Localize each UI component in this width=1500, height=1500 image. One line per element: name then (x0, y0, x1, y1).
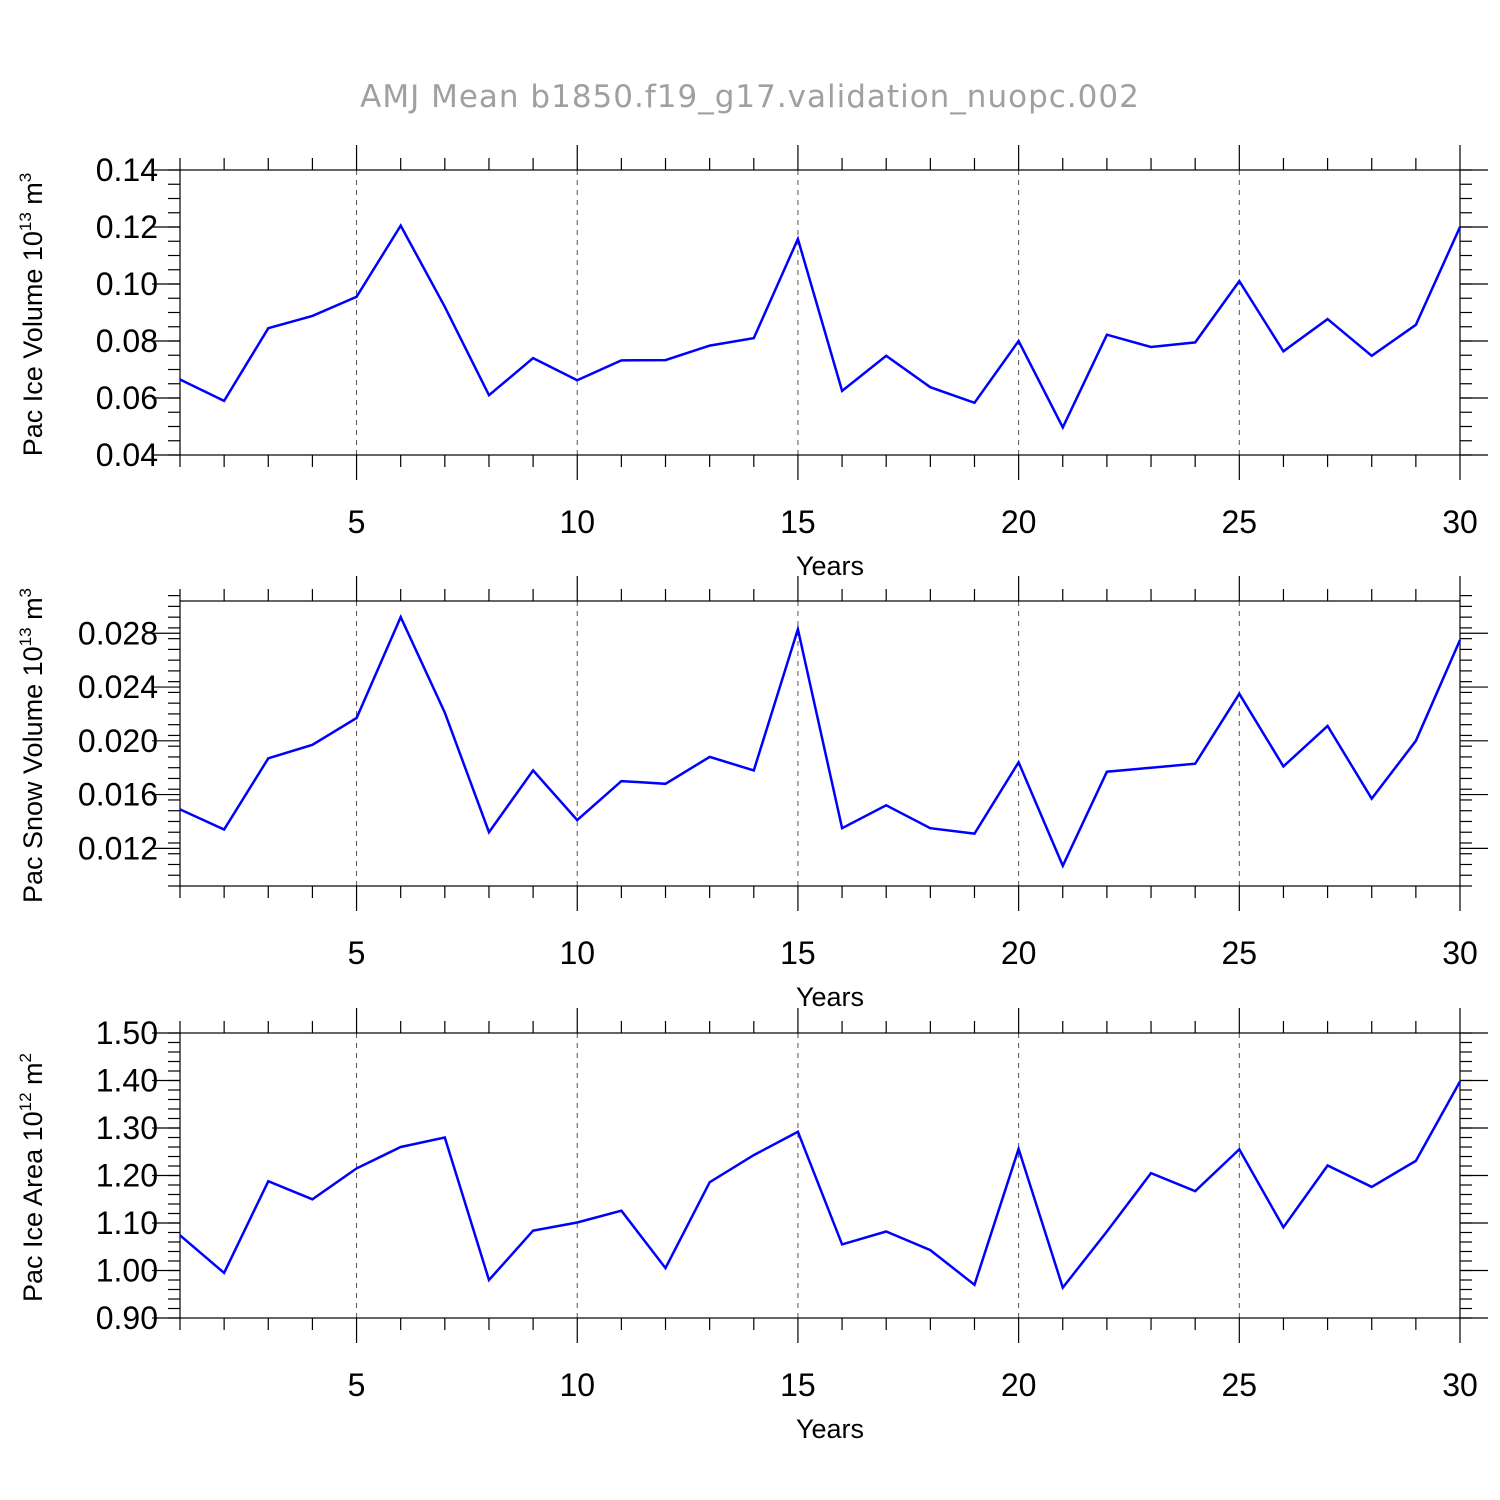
y-tick-label: 1.20 (96, 1158, 158, 1194)
y-tick-label: 1.30 (96, 1110, 158, 1146)
y-tick-label: 0.08 (96, 323, 158, 359)
series-line-2 (179, 614, 1462, 869)
y-axis-label: Pac Ice Area 1012 m2 (16, 1053, 48, 1302)
x-tick-label: 15 (780, 504, 816, 540)
y-tick-label: 0.10 (96, 266, 158, 302)
y-tick-label: 0.12 (96, 209, 158, 245)
y-tick-label: 0.028 (78, 615, 158, 651)
x-tick-label: 10 (559, 504, 595, 540)
panel-1: 5 10 15 20 25 30 0.04 0.06 0.08 0.10 0.12 0.14 Years… (16, 145, 1488, 581)
x-axis-label: Years (796, 982, 864, 1012)
y-tick-label: 1.40 (96, 1063, 158, 1099)
x-tick-label: 30 (1442, 935, 1478, 971)
x-tick-label: 15 (780, 1367, 816, 1403)
x-tick-label: 15 (780, 935, 816, 971)
x-tick-label: 10 (559, 935, 595, 971)
y-axis-label: Pac Ice Volume 1013 m3 (16, 173, 48, 457)
series-line-3 (179, 1080, 1462, 1291)
x-tick-label: 25 (1222, 1367, 1258, 1403)
x-axis-label: Years (796, 551, 864, 581)
panel-3: 5 10 15 20 25 30 0.90 1.00 1.10 1.20 1.30 1.40 1.50 Y… (16, 1008, 1488, 1444)
y-tick-label: 1.10 (96, 1205, 158, 1241)
y-tick-label: 0.06 (96, 380, 158, 416)
y-axis-label: Pac Snow Volume 1013 m3 (16, 588, 48, 903)
y-tick-label: 0.020 (78, 723, 158, 759)
y-tick-label: 0.016 (78, 777, 158, 813)
plot-frame (179, 600, 1461, 887)
series-line-1 (179, 223, 1462, 431)
y-tick-label: 0.90 (96, 1300, 158, 1336)
x-tick-label: 10 (559, 1367, 595, 1403)
figure-title: AMJ Mean b1850.f19_g17.validation_nuopc.… (360, 79, 1140, 115)
x-tick-label: 30 (1442, 504, 1478, 540)
y-tick-label: 0.012 (78, 830, 158, 866)
x-tick-label: 25 (1222, 504, 1258, 540)
x-tick-label: 5 (348, 504, 366, 540)
x-axis-label: Years (796, 1414, 864, 1444)
x-tick-label: 5 (348, 935, 366, 971)
y-tick-label: 1.00 (96, 1253, 158, 1289)
y-tick-label: 1.50 (96, 1015, 158, 1051)
panel-2: 5 10 15 20 25 30 0.012 0.016 0.020 0.024 0.028 Year… (16, 576, 1488, 1012)
x-tick-label: 20 (1001, 504, 1037, 540)
y-tick-label: 0.024 (78, 669, 158, 705)
x-tick-label: 30 (1442, 1367, 1478, 1403)
y-tick-label: 0.04 (96, 437, 158, 473)
x-tick-label: 20 (1001, 1367, 1037, 1403)
x-tick-label: 5 (348, 1367, 366, 1403)
x-tick-label: 25 (1222, 935, 1258, 971)
x-tick-label: 20 (1001, 935, 1037, 971)
y-tick-label: 0.14 (96, 152, 158, 188)
plot-frame (179, 1032, 1461, 1319)
